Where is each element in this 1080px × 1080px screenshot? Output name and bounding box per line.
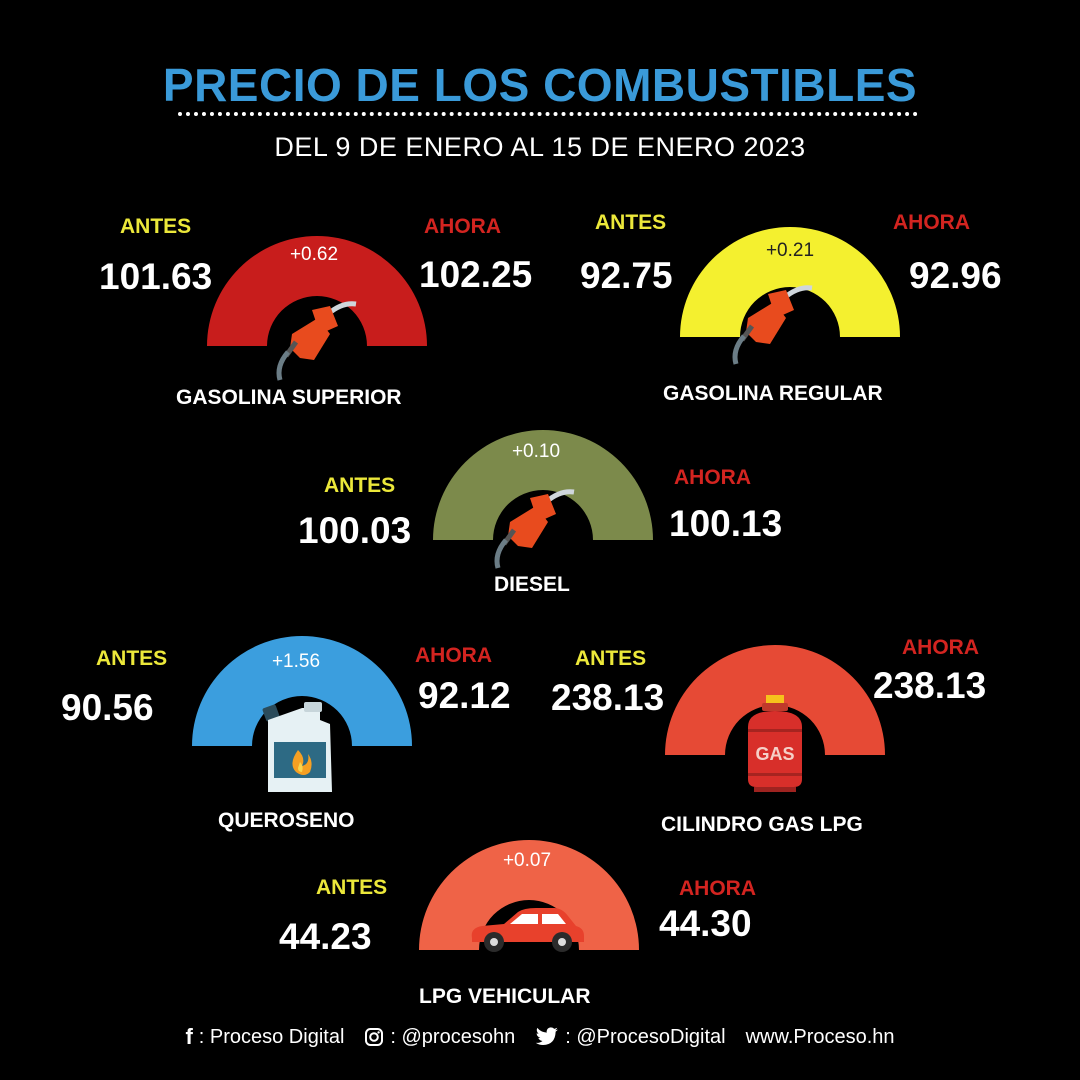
ahora-label: AHORA (893, 211, 970, 234)
fuel-name: QUEROSENO (218, 809, 355, 832)
page-title: PRECIO DE LOS COMBUSTIBLES (162, 59, 918, 111)
fuel-name: DIESEL (494, 573, 570, 596)
ahora-label: AHORA (424, 215, 501, 238)
ahora-value: 102.25 (419, 254, 533, 295)
ahora-label: AHORA (902, 636, 979, 659)
antes-value: 44.23 (279, 916, 372, 957)
gauge-arc-fill (680, 227, 900, 337)
price-change: +0.21 (765, 240, 815, 261)
antes-label: ANTES (595, 211, 667, 234)
gas-cylinder-icon: GAS (748, 695, 802, 792)
title-divider (178, 112, 918, 116)
antes-value: 101.63 (99, 256, 213, 297)
antes-label: ANTES (575, 647, 647, 670)
gauge-arc-fill (419, 840, 639, 950)
date-range: DEL 9 DE ENERO AL 15 DE ENERO 2023 (274, 132, 806, 162)
footer: f : Proceso Digital : @procesohn : @Proc… (0, 1020, 1080, 1054)
kerosene-jerrycan-icon (262, 702, 332, 792)
ahora-value: 92.96 (909, 255, 1002, 296)
antes-value: 90.56 (61, 687, 154, 728)
price-change: +1.56 (271, 651, 321, 672)
fuel-name: LPG VEHICULAR (419, 985, 591, 1008)
gauge-arc-fill (192, 636, 412, 746)
ahora-label: AHORA (679, 877, 756, 900)
ahora-value: 238.13 (873, 665, 987, 706)
gauge-arc (419, 840, 639, 950)
facebook-icon: f (185, 1024, 193, 1049)
fuel-name: GASOLINA REGULAR (663, 382, 883, 405)
fuel-pump-icon (276, 301, 357, 381)
gauge-arc-fill (433, 430, 653, 540)
antes-label: ANTES (120, 215, 192, 238)
twitter-handle: : @ProcesoDigital (565, 1025, 726, 1048)
gauge-arc (680, 227, 900, 337)
antes-label: ANTES (324, 474, 396, 497)
price-change: +0.10 (511, 441, 561, 462)
price-change: +0.07 (502, 850, 552, 871)
gauge-arc (192, 636, 412, 746)
instagram-handle: : @procesohn (390, 1025, 516, 1048)
fuel-pump-icon (732, 285, 813, 365)
ahora-label: AHORA (415, 644, 492, 667)
price-change: +0.62 (289, 244, 339, 265)
fuel-name: CILINDRO GAS LPG (661, 813, 863, 836)
twitter-icon (535, 1027, 559, 1047)
antes-value: 92.75 (580, 255, 673, 296)
fuel-name: GASOLINA SUPERIOR (176, 386, 402, 409)
cylinder-label: GAS (755, 744, 794, 764)
fuel-pump-icon (494, 489, 575, 569)
antes-value: 100.03 (298, 510, 412, 551)
instagram-icon (364, 1027, 384, 1047)
website-link[interactable]: www.Proceso.hn (745, 1025, 895, 1048)
antes-label: ANTES (96, 647, 168, 670)
ahora-value: 100.13 (669, 503, 783, 544)
facebook-handle: : Proceso Digital (198, 1025, 345, 1048)
gauge-arc-fill (207, 236, 427, 346)
antes-label: ANTES (316, 876, 388, 899)
antes-value: 238.13 (551, 677, 665, 718)
ahora-label: AHORA (674, 466, 751, 489)
gauge-arc (207, 236, 427, 346)
ahora-value: 44.30 (659, 903, 752, 944)
ahora-value: 92.12 (418, 675, 511, 716)
car-icon (471, 908, 584, 952)
gauge-arc (433, 430, 653, 540)
